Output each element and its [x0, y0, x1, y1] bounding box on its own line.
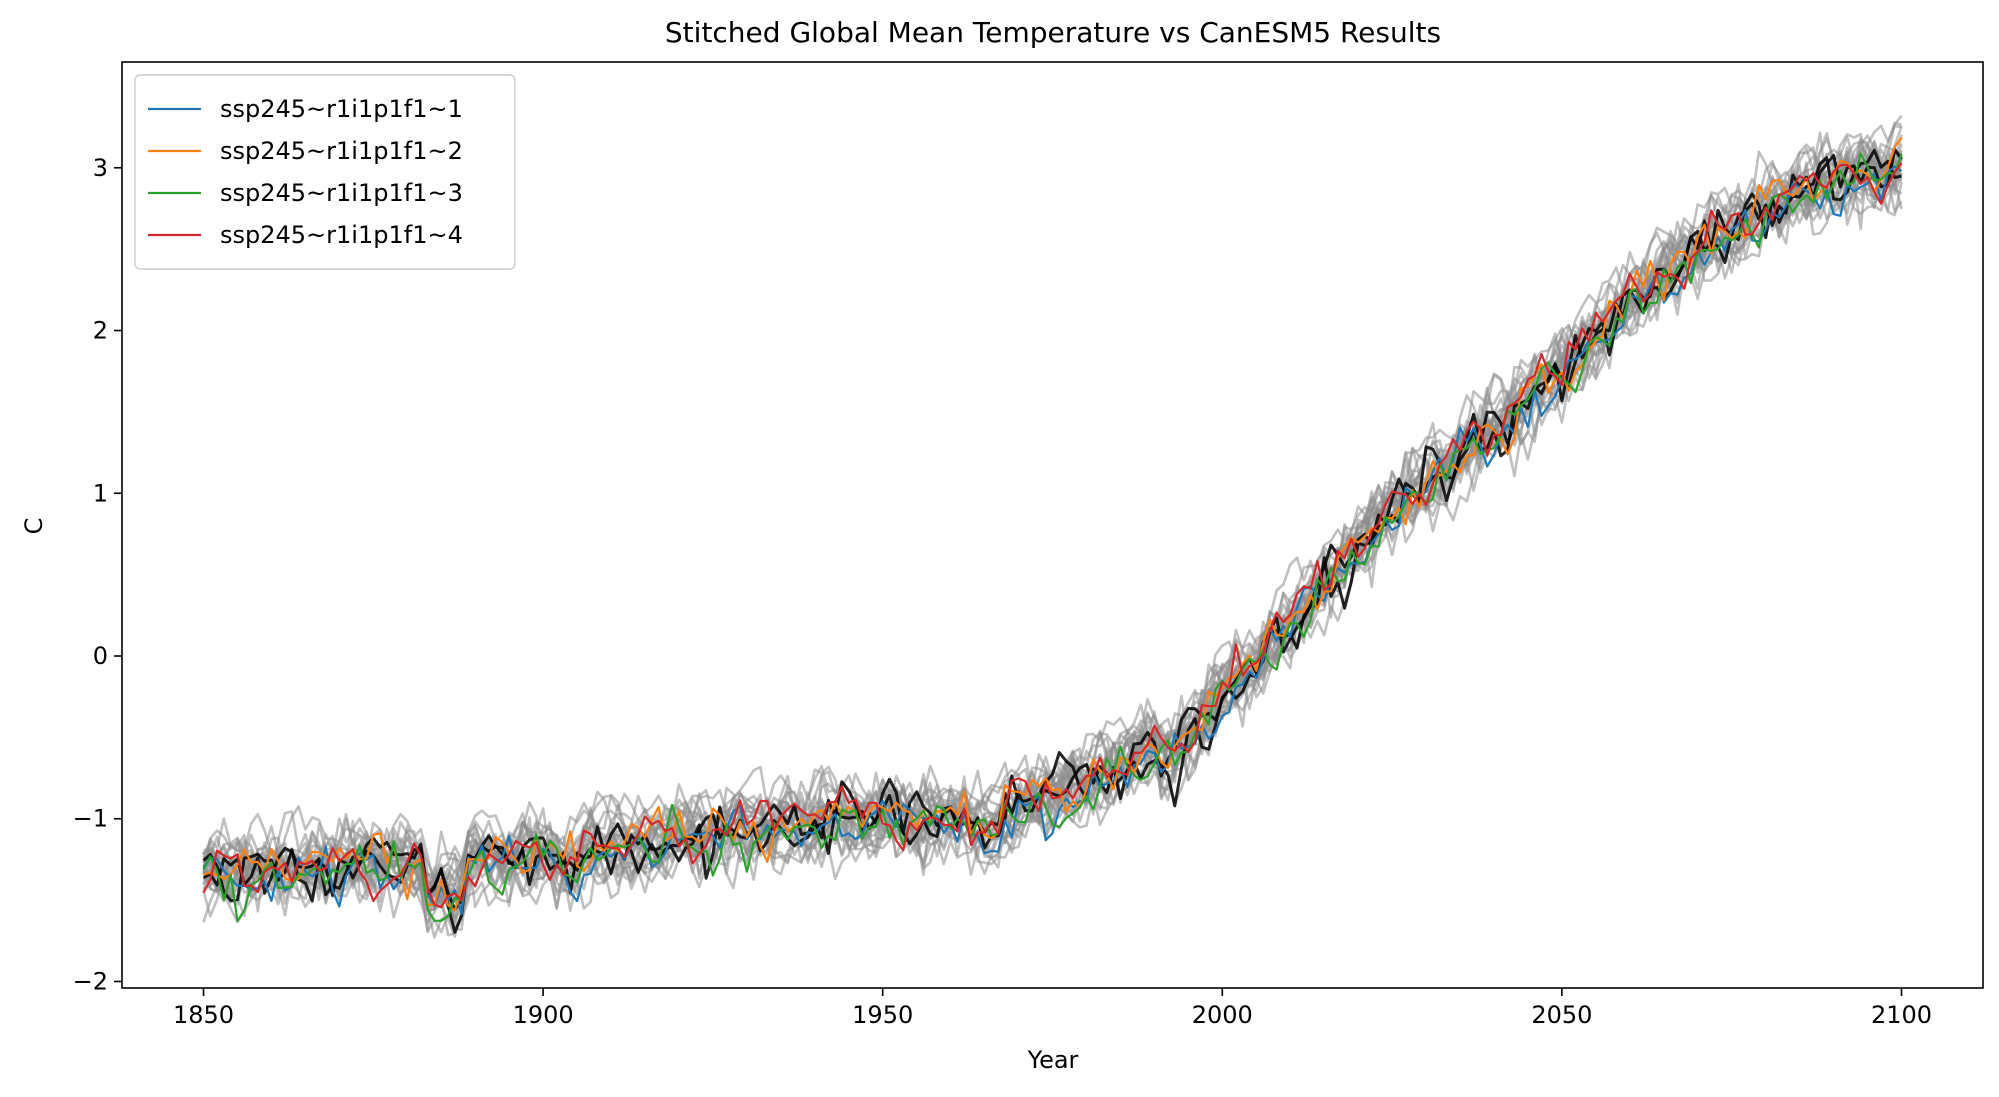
plot-area [202, 114, 1903, 939]
legend-label-1: ssp245~r1i1p1f1~1 [220, 95, 463, 123]
y-tick-label: −2 [73, 967, 108, 995]
x-tick-label: 2000 [1192, 1001, 1253, 1029]
series-line-4 [202, 162, 1903, 909]
y-tick-label: 0 [93, 642, 108, 670]
legend: ssp245~r1i1p1f1~1 ssp245~r1i1p1f1~2 ssp245… [134, 74, 516, 270]
legend-label-4: ssp245~r1i1p1f1~4 [220, 221, 463, 249]
legend-box [134, 74, 516, 270]
x-tick-label: 1950 [852, 1001, 913, 1029]
y-axis-label: C [20, 518, 48, 535]
legend-label-2: ssp245~r1i1p1f1~2 [220, 137, 463, 165]
x-tick-label: 2100 [1871, 1001, 1932, 1029]
ensemble-line-dark [202, 148, 1902, 934]
axes-frame [121, 61, 1984, 989]
x-tick-label: 2050 [1531, 1001, 1592, 1029]
y-tick-label: 1 [93, 479, 108, 507]
legend-label-3: ssp245~r1i1p1f1~3 [220, 179, 463, 207]
y-tick-label: −1 [73, 805, 108, 833]
chart-title: Stitched Global Mean Temperature vs CanE… [665, 16, 1441, 49]
axes: 1850 1900 1950 2000 2050 2100 −2 −1 0 1 2 3 [73, 61, 1984, 1029]
x-tick-label: 1900 [513, 1001, 574, 1029]
x-tick-label: 1850 [173, 1001, 234, 1029]
x-axis-label: Year [1027, 1046, 1079, 1074]
y-tick-label: 3 [93, 154, 108, 182]
series-line-1 [202, 165, 1903, 915]
y-tick-label: 2 [93, 317, 108, 345]
series-line-3 [202, 152, 1903, 923]
